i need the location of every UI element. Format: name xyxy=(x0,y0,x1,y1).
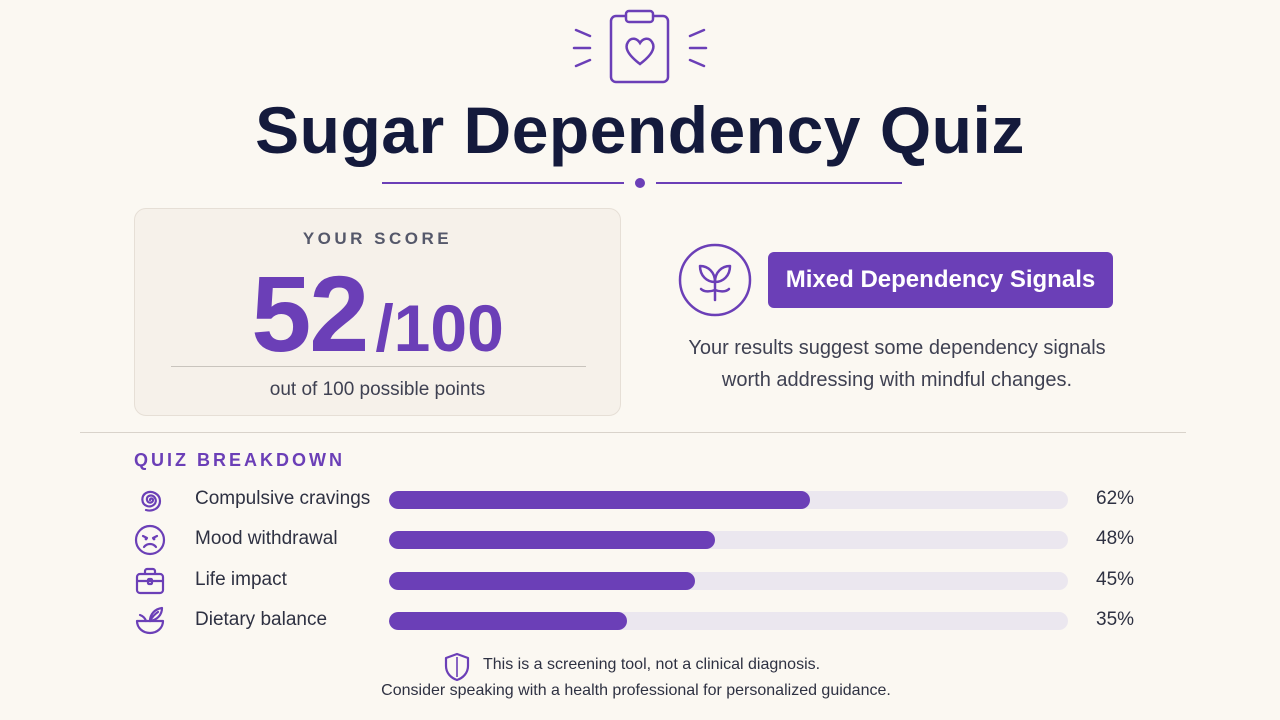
breakdown-label: Dietary balance xyxy=(195,609,328,630)
sad-face-icon xyxy=(134,524,166,556)
breakdown-percent: 45% xyxy=(1096,569,1135,590)
score-subtext: out of 100 possible points xyxy=(269,379,486,400)
result-badge: Mixed Dependency Signals xyxy=(768,252,1113,308)
disclaimer-line-2: Consider speaking with a health professi… xyxy=(381,682,891,699)
progress-fill xyxy=(389,612,627,630)
progress-track xyxy=(389,572,1068,590)
spiral-icon xyxy=(141,490,162,512)
score-max: /100 xyxy=(375,291,504,365)
score-value: 52 xyxy=(251,253,369,374)
breakdown-row: Life impact 45% xyxy=(134,565,1144,597)
progress-fill xyxy=(389,572,695,590)
leaf-sprout-icon xyxy=(678,243,752,317)
breakdown-row: Mood withdrawal 48% xyxy=(134,524,1144,556)
score-display: 52/100 xyxy=(135,251,620,376)
breakdown-percent: 35% xyxy=(1096,609,1135,630)
score-card: YOUR SCORE 52/100 out of 100 possible po… xyxy=(134,208,621,416)
breakdown-row: Dietary balance 35% xyxy=(134,605,1144,637)
result-description: Your results suggest some dependency sig… xyxy=(688,337,1106,391)
progress-track xyxy=(389,531,1068,549)
progress-track xyxy=(389,612,1068,630)
breakdown-title: QUIZ BREAKDOWN xyxy=(134,450,345,470)
progress-fill xyxy=(389,491,810,509)
breakdown-label: Compulsive cravings xyxy=(195,488,371,509)
progress-fill xyxy=(389,531,715,549)
score-divider xyxy=(171,366,586,367)
score-label: YOUR SCORE xyxy=(302,229,453,248)
breakdown-label: Mood withdrawal xyxy=(195,528,338,549)
briefcase-icon xyxy=(135,567,165,595)
shield-icon xyxy=(444,652,470,682)
disclaimer-line-1: This is a screening tool, not a clinical… xyxy=(483,656,821,673)
breakdown-percent: 48% xyxy=(1096,528,1135,549)
title-divider xyxy=(382,178,902,188)
bowl-leaf-icon xyxy=(135,606,165,635)
breakdown-row: Compulsive cravings 62% xyxy=(134,484,1144,516)
progress-track xyxy=(389,491,1068,509)
section-divider xyxy=(80,432,1186,433)
clipboard-heart-icon xyxy=(572,9,708,84)
page-title: Sugar Dependency Quiz xyxy=(255,93,1025,167)
breakdown-label: Life impact xyxy=(195,569,287,590)
breakdown-percent: 62% xyxy=(1096,488,1135,509)
